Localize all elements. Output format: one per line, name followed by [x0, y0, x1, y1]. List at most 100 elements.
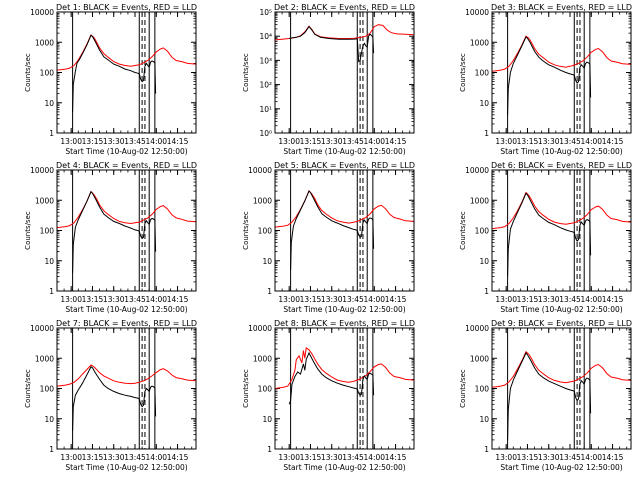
- x-tick-label: 13:00: [495, 453, 517, 462]
- x-tick-label: 14:15: [602, 453, 624, 462]
- series-line-lld: [492, 191, 631, 230]
- y-tick-label: 10³: [259, 56, 272, 65]
- plot-frame: [274, 11, 415, 134]
- x-tick-label: 13:30: [103, 295, 125, 304]
- y-axis-label: Counts/sec: [242, 369, 250, 408]
- x-axis-label: Start Time (10-Aug-02 12:50:00): [500, 147, 622, 156]
- y-axis-label: Counts/sec: [242, 53, 250, 92]
- y-tick-label: 1000: [470, 196, 489, 205]
- y-axis-label: Counts/sec: [24, 211, 32, 250]
- x-tick-label: 14:00: [580, 295, 602, 304]
- x-tick-label: 14:00: [145, 137, 167, 146]
- x-tick-label: 13:00: [278, 137, 300, 146]
- y-tick-label: 10: [44, 257, 54, 266]
- panel-title: Det 2: BLACK = Events, RED = LLD: [274, 3, 415, 12]
- series-line-events: [507, 351, 592, 440]
- panel-det-7: 1 10 100 1000 10000 13:00 13:15 13:30 13:45 14:00…: [24, 319, 197, 472]
- y-axis-label: Counts/sec: [459, 211, 467, 250]
- y-tick-label: 10000: [248, 324, 272, 333]
- y-tick-label: 1: [484, 287, 489, 296]
- x-tick-label: 14:00: [363, 453, 385, 462]
- series-line-events: [72, 366, 157, 431]
- x-tick-label: 14:00: [363, 295, 385, 304]
- x-tick-label: 14:15: [167, 453, 189, 462]
- series-line-lld: [57, 190, 196, 229]
- series-line-events: [288, 351, 375, 405]
- y-tick-label: 10000: [30, 8, 54, 17]
- y-tick-label: 10⁴: [259, 32, 272, 41]
- panel-title: Det 5: BLACK = Events, RED = LLD: [274, 161, 415, 170]
- panel-det-3: 1 10 100 1000 10000 13:00 13:15 13:30 13:45 14:00…: [459, 3, 632, 156]
- y-tick-label: 1000: [470, 354, 489, 363]
- x-axis-label: Start Time (10-Aug-02 12:50:00): [65, 147, 187, 156]
- x-tick-label: 13:15: [300, 295, 322, 304]
- x-tick-label: 14:15: [602, 137, 624, 146]
- series-line-lld: [492, 350, 631, 388]
- x-tick-label: 13:00: [495, 295, 517, 304]
- x-tick-label: 13:00: [495, 137, 517, 146]
- x-axis-label: Start Time (10-Aug-02 12:50:00): [65, 305, 187, 314]
- x-tick-label: 14:00: [580, 137, 602, 146]
- series-line-events: [290, 190, 375, 270]
- panel-title: Det 1: BLACK = Events, RED = LLD: [56, 3, 197, 12]
- y-axis-label: Counts/sec: [459, 53, 467, 92]
- x-tick-label: 14:00: [363, 137, 385, 146]
- x-tick-label: 14:00: [145, 453, 167, 462]
- y-tick-label: 10: [262, 257, 272, 266]
- y-tick-label: 10: [44, 415, 54, 424]
- x-tick-label: 13:30: [321, 137, 343, 146]
- panel-title: Det 6: BLACK = Events, RED = LLD: [491, 161, 632, 170]
- x-tick-label: 13:45: [124, 137, 146, 146]
- x-tick-label: 13:45: [342, 137, 364, 146]
- plot-frame: [274, 327, 415, 450]
- panel-det-5: 1 10 100 1000 10000 13:00 13:15 13:30 13:45 14:00…: [242, 161, 415, 314]
- y-tick-label: 10: [479, 415, 489, 424]
- x-tick-label: 13:00: [60, 137, 82, 146]
- x-tick-label: 13:15: [517, 295, 539, 304]
- x-tick-label: 13:30: [321, 453, 343, 462]
- x-tick-label: 13:30: [103, 453, 125, 462]
- plot-frame: [274, 169, 415, 292]
- panel-det-8: 1 10 100 1000 10000 13:00 13:15 13:30 13:45 14:00…: [242, 319, 415, 472]
- y-tick-label: 1000: [253, 354, 272, 363]
- y-tick-label: 1: [49, 129, 54, 138]
- x-tick-label: 13:15: [300, 453, 322, 462]
- y-tick-label: 10¹: [259, 105, 272, 114]
- y-tick-label: 1000: [470, 38, 489, 47]
- x-tick-label: 14:00: [580, 453, 602, 462]
- series-line-events: [289, 25, 375, 63]
- series-line-events: [72, 34, 157, 112]
- x-tick-label: 13:15: [82, 453, 104, 462]
- x-tick-label: 13:00: [60, 295, 82, 304]
- x-tick-label: 14:15: [602, 295, 624, 304]
- y-tick-label: 10000: [30, 324, 54, 333]
- y-tick-label: 1000: [253, 196, 272, 205]
- x-axis-label: Start Time (10-Aug-02 12:50:00): [500, 305, 622, 314]
- x-axis-label: Start Time (10-Aug-02 12:50:00): [283, 305, 405, 314]
- x-tick-label: 13:45: [559, 453, 581, 462]
- y-tick-label: 1: [49, 445, 54, 454]
- panel-det-1: 1 10 100 1000 10000 13:00 13:15 13:30 13:45 14:00…: [24, 3, 197, 156]
- x-tick-label: 13:45: [342, 295, 364, 304]
- y-tick-label: 1: [484, 445, 489, 454]
- y-tick-label: 10⁵: [259, 8, 272, 17]
- x-tick-label: 14:15: [385, 295, 407, 304]
- x-tick-label: 13:00: [278, 295, 300, 304]
- y-tick-label: 1: [267, 287, 272, 296]
- x-tick-label: 13:30: [321, 295, 343, 304]
- panel-det-6: 1 10 100 1000 10000 13:00 13:15 13:30 13:45 14:00…: [459, 161, 632, 314]
- plot-frame: [491, 11, 632, 134]
- series-line-events: [507, 36, 592, 115]
- plot-frame: [56, 169, 197, 292]
- x-tick-label: 13:30: [103, 137, 125, 146]
- y-tick-label: 100: [40, 69, 55, 78]
- y-tick-label: 100: [258, 385, 273, 394]
- series-line-events: [72, 190, 157, 273]
- x-tick-label: 13:00: [60, 453, 82, 462]
- y-axis-label: Counts/sec: [242, 211, 250, 250]
- y-tick-label: 10000: [248, 166, 272, 175]
- panel-title: Det 3: BLACK = Events, RED = LLD: [491, 3, 632, 12]
- x-axis-label: Start Time (10-Aug-02 12:50:00): [500, 463, 622, 472]
- x-axis-label: Start Time (10-Aug-02 12:50:00): [65, 463, 187, 472]
